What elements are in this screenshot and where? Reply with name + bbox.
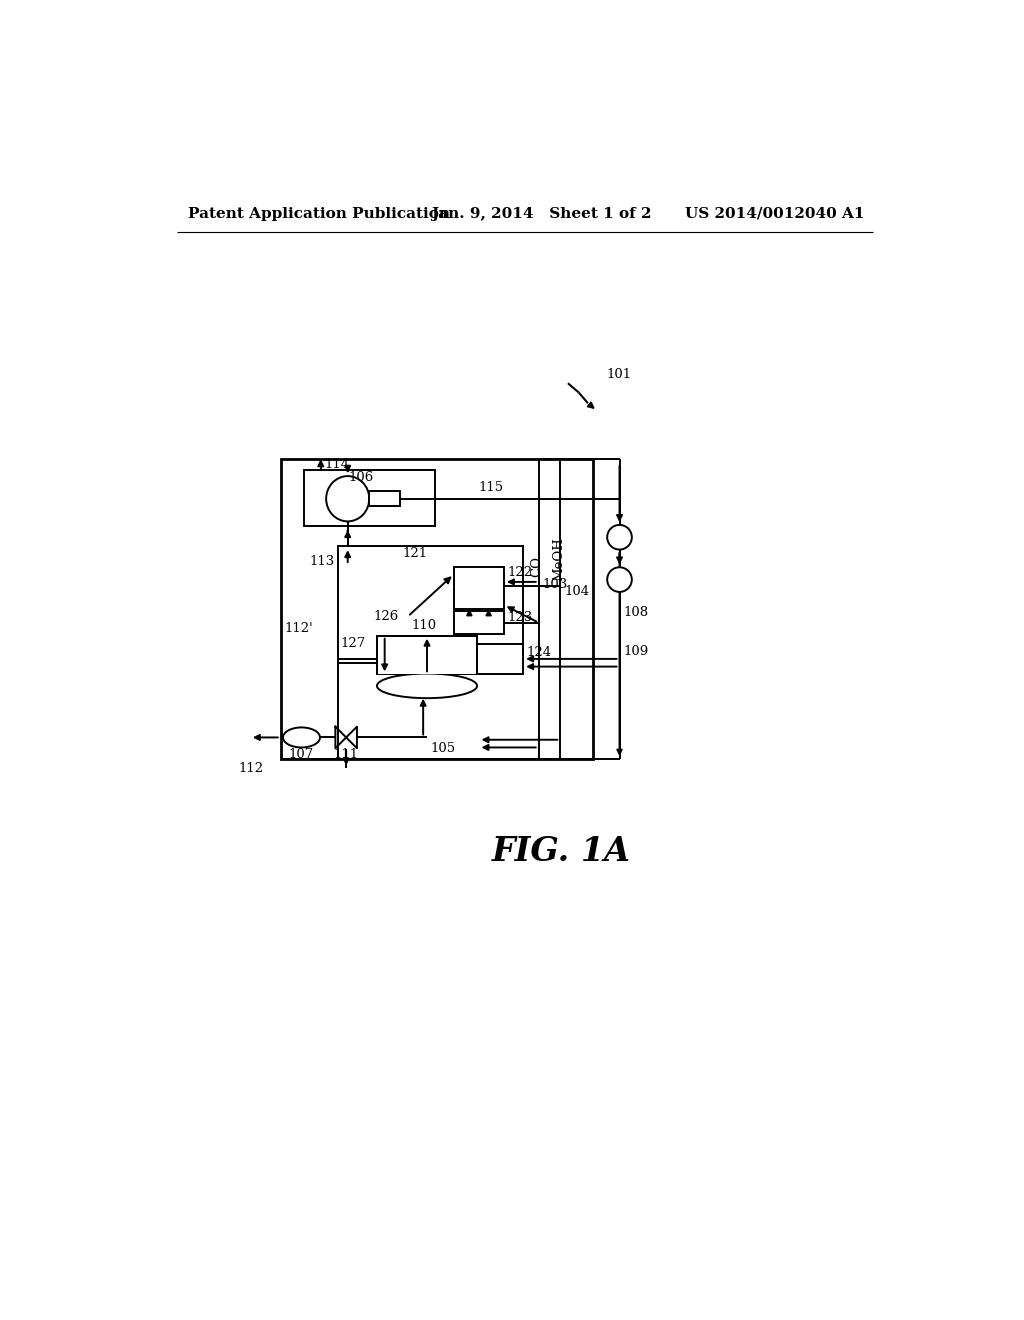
- Text: MeOH: MeOH: [552, 537, 565, 581]
- Text: Patent Application Publication: Patent Application Publication: [188, 207, 451, 220]
- Text: 113: 113: [309, 554, 335, 568]
- Text: 122: 122: [507, 566, 532, 579]
- Text: 111: 111: [334, 748, 358, 760]
- Text: 103: 103: [543, 578, 567, 591]
- Bar: [281, 459, 593, 759]
- Ellipse shape: [283, 727, 319, 747]
- Text: 123: 123: [507, 611, 532, 624]
- Text: 109: 109: [624, 644, 648, 657]
- Bar: [396, 644, 523, 675]
- Bar: [339, 545, 523, 663]
- Text: 105: 105: [431, 742, 456, 755]
- Text: FIG. 1A: FIG. 1A: [493, 836, 631, 869]
- Text: 121: 121: [402, 546, 428, 560]
- Text: 108: 108: [624, 606, 648, 619]
- Text: US 2014/0012040 A1: US 2014/0012040 A1: [685, 207, 864, 220]
- Circle shape: [607, 568, 632, 591]
- Bar: [378, 636, 476, 675]
- Text: 126: 126: [374, 610, 398, 623]
- Bar: [377, 636, 477, 675]
- Ellipse shape: [377, 673, 477, 698]
- Text: 114: 114: [325, 458, 350, 471]
- Circle shape: [607, 525, 632, 549]
- Text: 112': 112': [285, 622, 313, 635]
- Bar: [370, 491, 400, 507]
- Text: 101: 101: [606, 367, 632, 380]
- Ellipse shape: [326, 477, 370, 521]
- Text: CO: CO: [530, 556, 544, 577]
- Text: 106: 106: [349, 471, 374, 484]
- Bar: [454, 611, 504, 635]
- Text: 127: 127: [340, 638, 366, 649]
- Bar: [454, 566, 504, 609]
- Text: 104: 104: [564, 585, 589, 598]
- Text: 124: 124: [526, 647, 552, 659]
- Bar: [304, 470, 435, 525]
- Text: 115: 115: [478, 480, 504, 494]
- Text: 107: 107: [289, 748, 314, 760]
- Text: 110: 110: [412, 619, 436, 631]
- Text: 112: 112: [239, 762, 263, 775]
- Text: Jan. 9, 2014   Sheet 1 of 2: Jan. 9, 2014 Sheet 1 of 2: [431, 207, 651, 220]
